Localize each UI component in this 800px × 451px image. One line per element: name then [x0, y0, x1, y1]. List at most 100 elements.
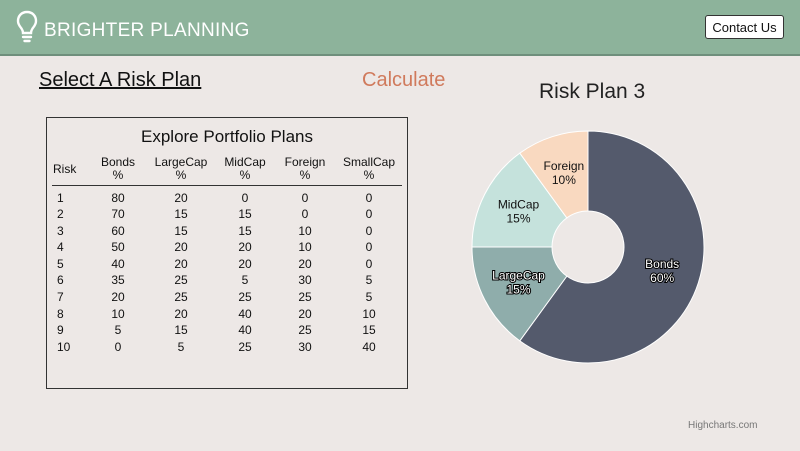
column-header: Foreign% [274, 156, 336, 186]
app-header: BRIGHTER PLANNING Contact Us [0, 0, 800, 56]
table-cell: 25 [298, 290, 312, 305]
table-cell: 20 [174, 240, 188, 255]
table-cell: 60 [111, 223, 125, 238]
table-cell: 50 [111, 240, 125, 255]
highcharts-credit[interactable]: Highcharts.com [688, 420, 758, 431]
table-cell: 10 [362, 306, 376, 321]
table-row: 10 0 5 25 30 40 [52, 339, 402, 356]
table-cell: 15 [362, 323, 376, 338]
pie-label-bonds: Bonds 60% [645, 257, 679, 285]
column-header-label: MidCap [224, 155, 266, 169]
column-header-unit: % [363, 168, 375, 182]
column-header-unit: % [239, 168, 251, 182]
table-cell: 25 [174, 290, 188, 305]
lightbulb-icon [16, 10, 38, 43]
table-cell: 20 [174, 190, 188, 205]
pie-label-foreign: Foreign 10% [544, 159, 585, 187]
column-header-unit: % [299, 168, 311, 182]
table-cell: 25 [174, 273, 188, 288]
table-cell: 5 [177, 339, 185, 354]
table-cell: 20 [174, 256, 188, 271]
table-cell: 0 [241, 190, 249, 205]
table-cell: 1 [57, 190, 64, 205]
table-cell: 5 [241, 273, 249, 288]
column-header-unit: % [175, 168, 187, 182]
pie-slice-largecap[interactable] [471, 246, 568, 342]
column-header-label: SmallCap [342, 155, 396, 169]
select-risk-plan-link[interactable]: Select A Risk Plan [39, 69, 202, 91]
column-header: Bonds% [90, 156, 146, 186]
table-cell: 0 [365, 223, 373, 238]
table-title: Explore Portfolio Plans [141, 127, 313, 146]
table-cell: 0 [365, 240, 373, 255]
table-cell: 20 [238, 240, 252, 255]
table-cell: 40 [238, 323, 252, 338]
table-row: 2 70 15 15 0 0 [52, 206, 402, 223]
table-cell: 5 [365, 290, 373, 305]
column-header: SmallCap% [336, 156, 402, 186]
table-cell: 0 [365, 190, 373, 205]
table-cell: 40 [111, 256, 125, 271]
table-cell: 20 [298, 306, 312, 321]
risk-plan-pie-chart: Bonds 60% LargeCap 15% MidCap 15%Foreign 10% [471, 130, 705, 364]
table-header-row: Risk Bonds% LargeCap% MidCap% Foreign% SmallC… [52, 156, 402, 186]
table-cell: 25 [238, 290, 252, 305]
pie-slice-midcap[interactable] [471, 152, 568, 248]
column-header: LargeCap% [146, 156, 216, 186]
table-cell: 15 [238, 207, 252, 222]
table-cell: 30 [298, 273, 312, 288]
table-cell: 0 [114, 339, 122, 354]
contact-us-button[interactable]: Contact Us [705, 15, 784, 39]
pie-label-largecap: LargeCap 15% [492, 268, 545, 296]
table-row: 1 80 20 0 0 0 [52, 190, 402, 207]
table-cell: 30 [298, 339, 312, 354]
table-row: 4 50 20 20 10 0 [52, 239, 402, 256]
table-cell: 35 [111, 273, 125, 288]
column-header-label: Risk [53, 161, 77, 176]
table-row: 7 20 25 25 25 5 [52, 289, 402, 306]
table-cell: 5 [57, 256, 64, 271]
table-cell: 7 [57, 290, 64, 305]
table-row: 9 5 15 40 25 15 [52, 322, 402, 339]
table-cell: 20 [238, 256, 252, 271]
table-cell: 10 [111, 306, 125, 321]
table-cell: 25 [298, 323, 312, 338]
table-cell: 15 [238, 223, 252, 238]
table-cell: 5 [114, 323, 122, 338]
table-cell: 0 [301, 190, 309, 205]
table-cell: 40 [362, 339, 376, 354]
table-cell: 10 [298, 240, 312, 255]
column-header-unit: % [112, 168, 124, 182]
table-row: 8 10 20 40 20 10 [52, 306, 402, 323]
column-header-label: Foreign [284, 155, 326, 169]
table-row: 3 60 15 15 10 0 [52, 223, 402, 240]
table-row: 5 40 20 20 20 0 [52, 256, 402, 273]
table-cell: 20 [174, 306, 188, 321]
table-cell: 15 [174, 323, 188, 338]
portfolio-table: Risk Bonds% LargeCap% MidCap% Foreign% SmallC… [52, 156, 402, 355]
brand-name: BRIGHTER PLANNING [44, 20, 250, 41]
table-cell: 10 [57, 339, 71, 354]
table-cell: 0 [301, 207, 309, 222]
table-cell: 15 [174, 223, 188, 238]
calculate-link[interactable]: Calculate [362, 69, 446, 91]
table-body: 1 80 20 0 0 0 2 70 15 15 0 0 3 60 15 15 10 0 4 50 20 20 10 0 5 40… [52, 186, 402, 356]
table-cell: 70 [111, 207, 125, 222]
table-cell: 2 [57, 207, 64, 222]
column-header-label: Bonds [100, 155, 136, 169]
table-row: 6 35 25 5 30 5 [52, 272, 402, 289]
pie-slice-bonds[interactable] [519, 130, 705, 364]
column-header-label: LargeCap [154, 155, 208, 169]
table-cell: 8 [57, 306, 64, 321]
table-cell: 15 [174, 207, 188, 222]
table-cell: 0 [365, 256, 373, 271]
table-cell: 25 [238, 339, 252, 354]
pie-slice-foreign[interactable] [519, 130, 589, 219]
table-cell: 40 [238, 306, 252, 321]
pie-label-midcap: MidCap 15% [498, 198, 540, 226]
table-cell: 5 [365, 273, 373, 288]
table-cell: 3 [57, 223, 64, 238]
table-cell: 10 [298, 223, 312, 238]
column-header: Risk [52, 156, 90, 186]
table-cell: 20 [298, 256, 312, 271]
